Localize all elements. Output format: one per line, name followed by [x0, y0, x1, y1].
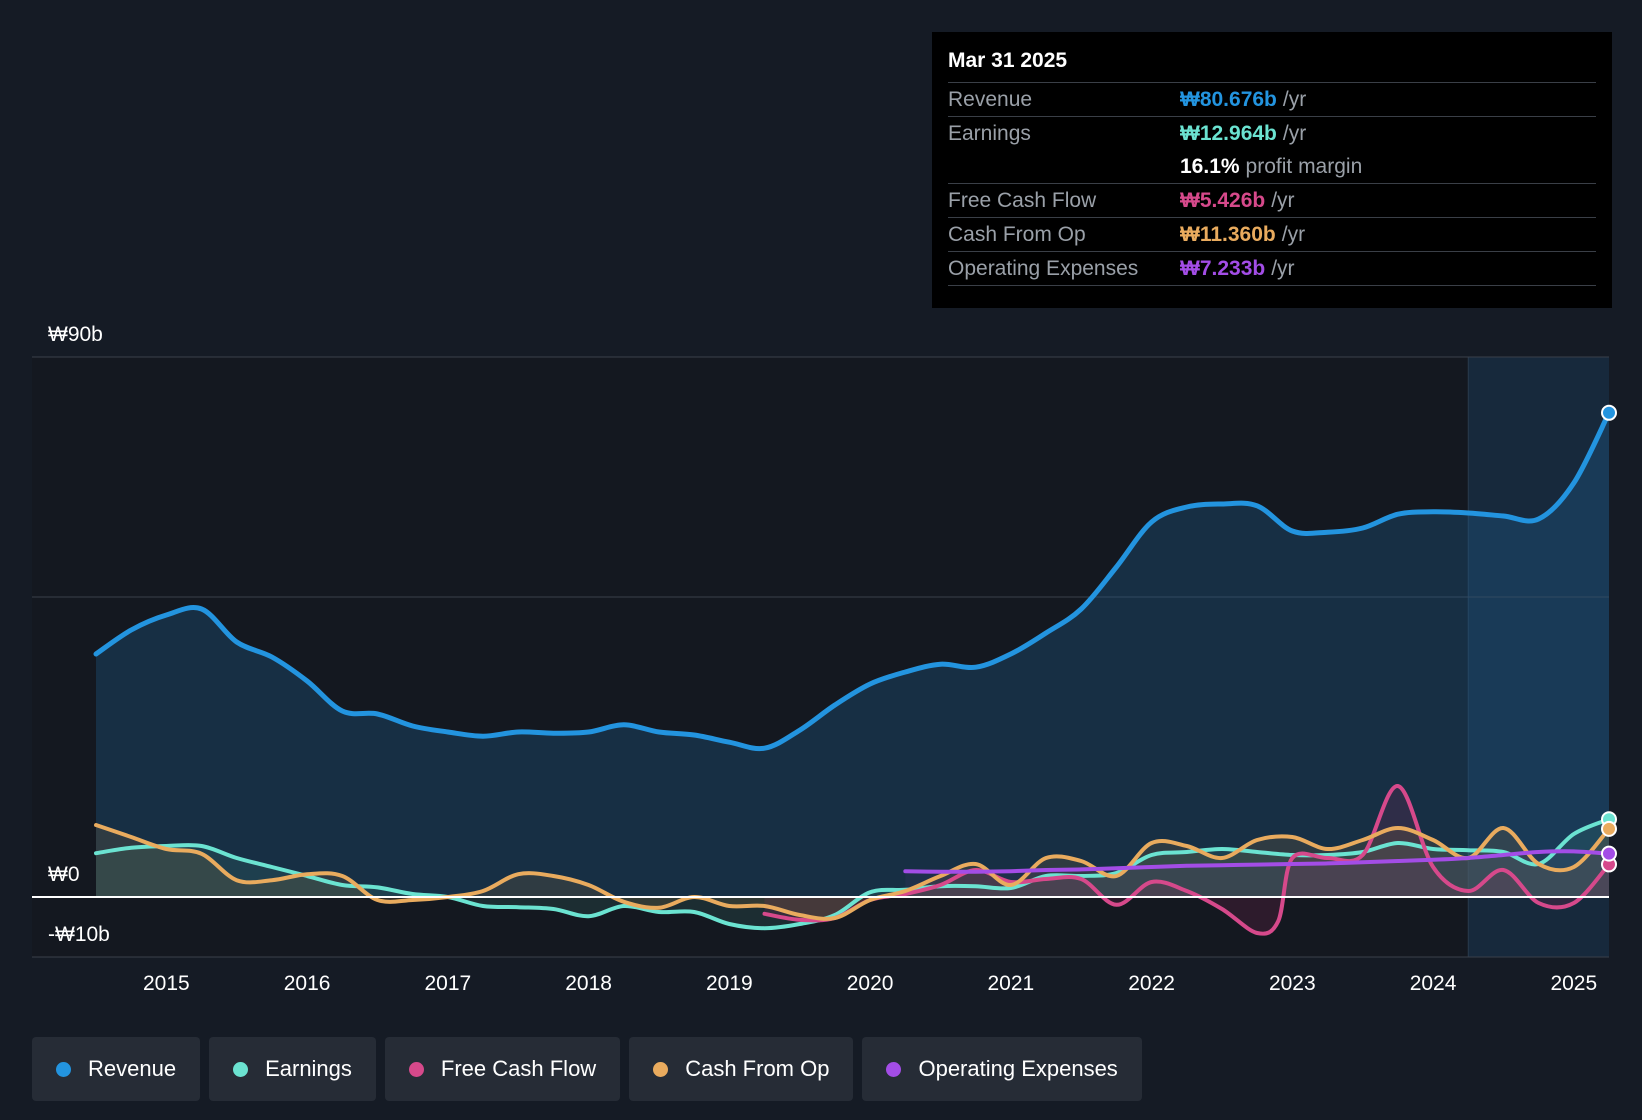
tooltip-panel: Mar 31 2025 Revenue ₩80.676b /yr Earning…: [932, 32, 1612, 308]
y-tick-label: ₩90b: [48, 323, 103, 346]
legend-item-operating-expenses[interactable]: Operating Expenses: [862, 1037, 1142, 1101]
tooltip-row-cash-from-op: Cash From Op ₩11.360b /yr: [948, 217, 1596, 251]
legend-item-free-cash-flow[interactable]: Free Cash Flow: [384, 1037, 621, 1101]
legend-item-revenue[interactable]: Revenue: [32, 1037, 201, 1101]
legend-label: Free Cash Flow: [440, 1056, 597, 1081]
x-axis: 2015 2016 2017 2018 2019 2020 2021 2022 2023 2024…: [143, 972, 1597, 995]
revenue-line: [93, 410, 1612, 752]
cash-from-op-dot-icon: [653, 1061, 669, 1077]
tooltip-unit: /yr: [1271, 256, 1295, 280]
operating-expenses-area: [905, 851, 1609, 897]
tooltip-label: Earnings: [948, 121, 1031, 145]
tooltip-unit: profit margin: [1245, 154, 1363, 178]
tooltip-value: ₩5.426b: [1180, 188, 1266, 212]
legend-label: Operating Expenses: [918, 1056, 1118, 1081]
tooltip-unit: /yr: [1271, 188, 1295, 212]
operating-expenses-dot-icon: [886, 1061, 902, 1077]
revenue-dot-icon: [56, 1061, 71, 1077]
legend-label: Revenue: [88, 1056, 177, 1081]
series-endpoints: [1601, 404, 1617, 873]
x-tick-label: 2018: [565, 972, 612, 995]
revenue-area: [96, 412, 1609, 897]
operating-expenses-line: [903, 849, 1611, 874]
tooltip-unit: /yr: [1281, 222, 1306, 246]
earnings-area: [96, 819, 1609, 929]
operating-expenses-endpoint: [1601, 845, 1617, 862]
cash-from-op-line: [94, 823, 1611, 921]
y-tick-label: -₩10b: [48, 923, 110, 946]
tooltip-unit: /yr: [1282, 87, 1307, 111]
tooltip-row-profit-margin: 16.1% profit margin: [948, 150, 1596, 183]
tooltip-label: Free Cash Flow: [948, 188, 1097, 212]
legend-label: Earnings: [265, 1056, 352, 1081]
tooltip-value: ₩11.360b: [1180, 222, 1276, 246]
tooltip-value: ₩12.964b: [1180, 121, 1277, 145]
earnings-dot-icon: [233, 1061, 249, 1077]
tooltip-divider: [948, 285, 1596, 287]
x-tick-label: 2022: [1128, 972, 1175, 995]
tooltip-value: 16.1%: [1180, 154, 1240, 178]
x-tick-label: 2016: [284, 972, 331, 995]
cash-from-op-area: [96, 825, 1609, 919]
legend-label: Cash From Op: [685, 1056, 830, 1081]
free-cash-flow-dot-icon: [408, 1061, 424, 1077]
tooltip-label: Revenue: [948, 87, 1033, 111]
x-tick-label: 2023: [1269, 972, 1316, 995]
x-tick-label: 2024: [1410, 972, 1457, 995]
x-tick-label: 2025: [1550, 972, 1597, 995]
free-cash-flow-line: [762, 784, 1611, 936]
y-tick-label: ₩0: [48, 863, 80, 886]
revenue-endpoint: [1601, 404, 1617, 421]
grid: [32, 356, 1609, 958]
tooltip-label: Operating Expenses: [948, 256, 1139, 280]
series-lines: [32, 410, 1612, 936]
tooltip-value: ₩7.233b: [1180, 256, 1266, 280]
tooltip-label: Cash From Op: [948, 222, 1086, 246]
tooltip-value: ₩80.676b: [1180, 87, 1277, 111]
cash-from-op-endpoint: [1601, 820, 1617, 837]
x-tick-label: 2015: [143, 972, 190, 995]
tooltip-unit: /yr: [1282, 121, 1307, 145]
tooltip-row-free-cash-flow: Free Cash Flow ₩5.426b /yr: [948, 183, 1596, 217]
x-tick-label: 2019: [706, 972, 753, 995]
tooltip-row-revenue: Revenue ₩80.676b /yr: [948, 82, 1596, 116]
tooltip-row-earnings: Earnings ₩12.964b /yr: [948, 116, 1596, 150]
x-tick-label: 2021: [987, 972, 1034, 995]
x-tick-label: 2017: [425, 972, 472, 995]
legend-item-earnings[interactable]: Earnings: [209, 1037, 376, 1101]
y-axis: ₩90b ₩0 -₩10b: [48, 323, 110, 946]
legend: Revenue Earnings Free Cash Flow Cash Fro…: [32, 1037, 1151, 1101]
tooltip-date: Mar 31 2025: [948, 49, 1068, 72]
chart: ₩90b ₩0 -₩10b 2015 2016 2017 2018 2019 2020 2021…: [32, 323, 1617, 995]
x-tick-label: 2020: [847, 972, 894, 995]
legend-item-cash-from-op[interactable]: Cash From Op: [629, 1037, 854, 1101]
earnings-line: [94, 817, 1611, 931]
tooltip-row-operating-expenses: Operating Expenses ₩7.233b /yr: [948, 251, 1596, 285]
